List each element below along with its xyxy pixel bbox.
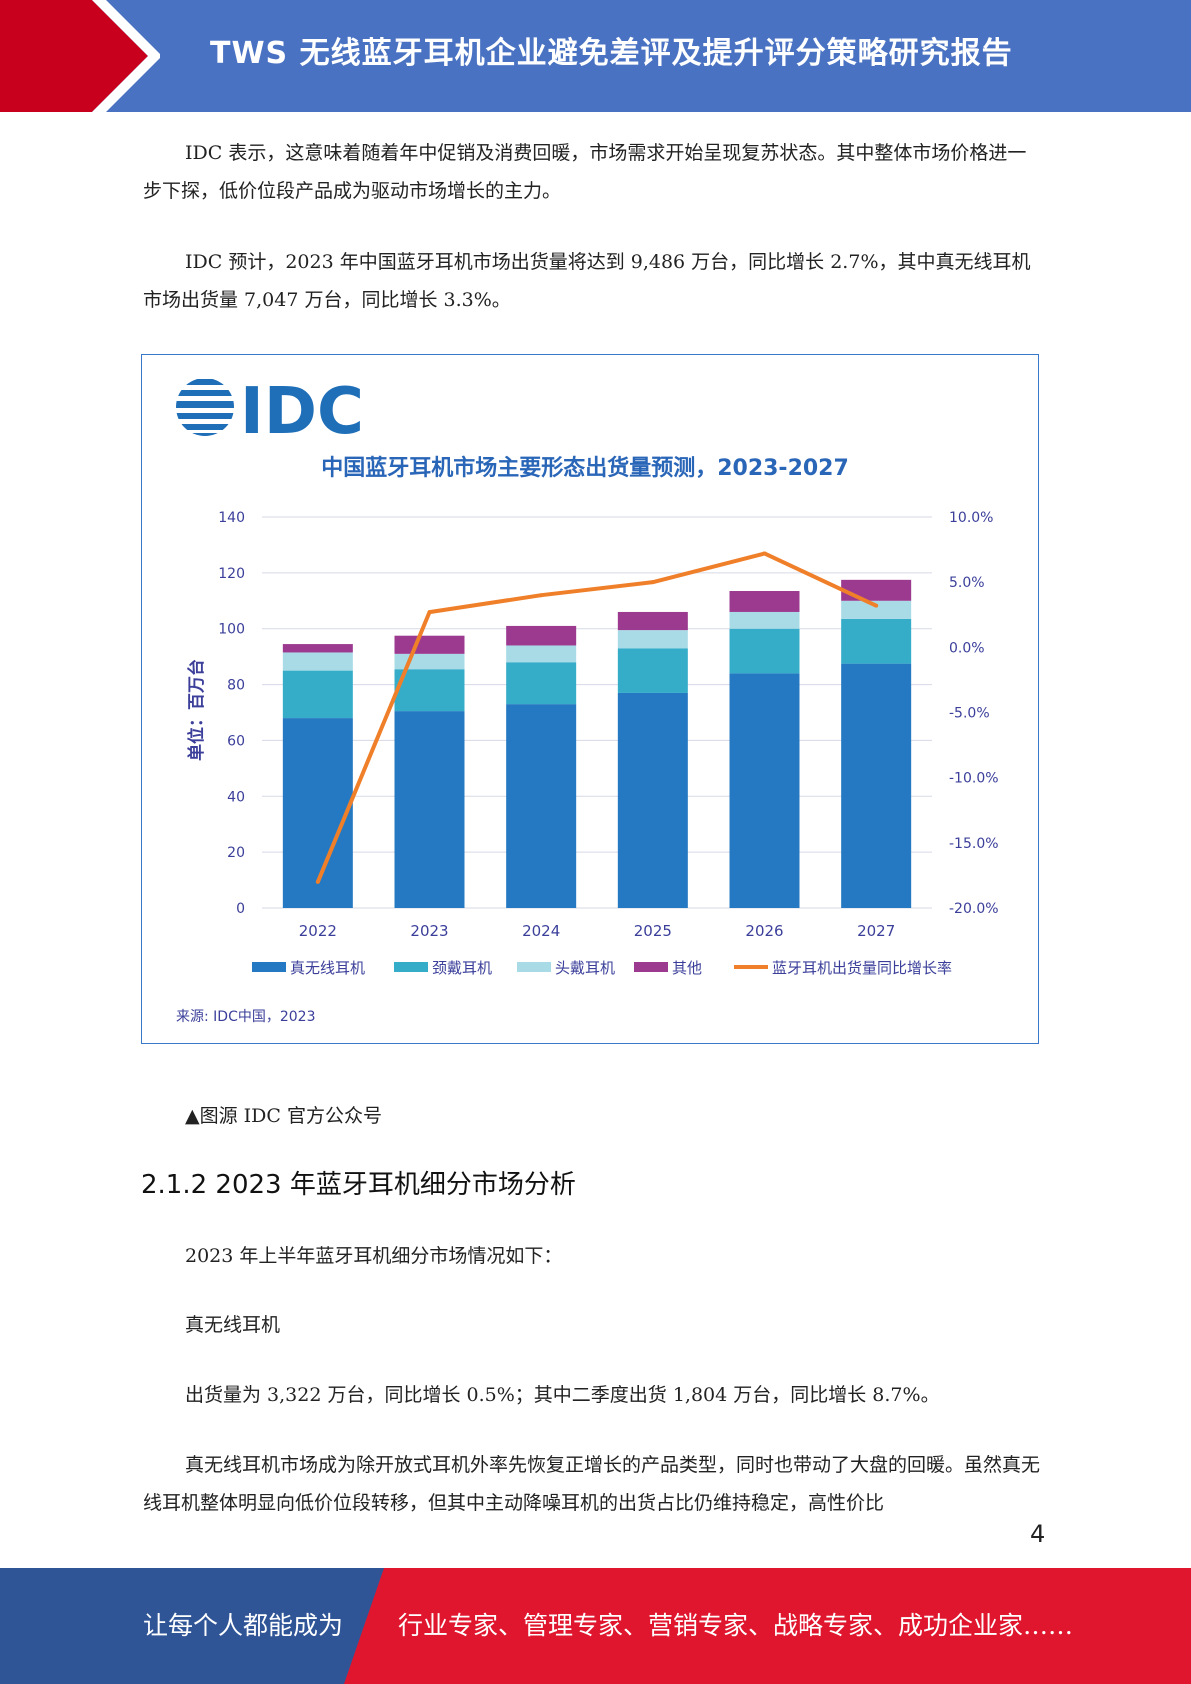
legend-swatch	[517, 962, 551, 972]
paragraph-idc-statement: IDC 表示，这意味着随着年中促销及消费回暖，市场需求开始呈现复苏状态。其中整体…	[143, 142, 1027, 202]
idc-logo-text: IDC	[240, 375, 364, 449]
legend-swatch	[252, 962, 286, 972]
y-tick-label: 80	[227, 678, 245, 694]
y-tick-label: 120	[218, 566, 245, 582]
bar-segment	[841, 600, 912, 619]
x-tick-label: 2026	[745, 922, 783, 940]
globe-icon	[176, 379, 234, 436]
bar-segment	[282, 718, 353, 908]
body-subhead: 真无线耳机	[185, 1314, 281, 1336]
page-header: TWS 无线蓝牙耳机企业避免差评及提升评分策略研究报告	[0, 0, 1191, 112]
growth-rate-point	[874, 603, 879, 608]
legend-label: 颈戴耳机	[432, 959, 492, 977]
bar-segment	[729, 611, 800, 629]
chart-svg: IDC 中国蓝牙耳机市场主要形态出货量预测，2023-2027 0 20 40 60 8…	[176, 375, 999, 1025]
chart-gridlines	[262, 516, 932, 909]
y-tick-label: 100	[218, 622, 245, 638]
bar-segment	[617, 630, 688, 649]
bar-segment	[841, 663, 912, 908]
legend-swatch	[634, 962, 668, 972]
legend-label: 头戴耳机	[555, 959, 615, 977]
y-tick-label: 0	[236, 901, 245, 917]
page-number: 4	[1030, 1520, 1046, 1548]
growth-rate-line-group	[315, 551, 879, 884]
x-tick-label: 2022	[299, 922, 337, 940]
y2-tick-label: -10.0%	[949, 771, 999, 787]
bar-segment	[841, 579, 912, 601]
header-arrow-decoration	[0, 0, 160, 112]
bar-segment	[729, 673, 800, 908]
section-heading: 2.1.2 2023 年蓝牙耳机细分市场分析	[141, 1170, 576, 1200]
bar-segment	[506, 625, 577, 646]
paragraph-idc-forecast: IDC 预计，2023 年中国蓝牙耳机市场出货量将达到 9,486 万台，同比增…	[143, 251, 1031, 311]
y2-tick-label: 10.0%	[949, 510, 993, 526]
bar-segment	[729, 591, 800, 612]
y-axis-ticks: 0 20 40 60 80 100 120 140	[218, 510, 245, 917]
y2-tick-label: -5.0%	[949, 706, 990, 722]
chart-source: 来源: IDC中国，2023	[176, 1009, 315, 1025]
legend-label: 蓝牙耳机出货量同比增长率	[772, 959, 952, 977]
growth-rate-point	[315, 879, 320, 884]
body-shipment: 出货量为 3,322 万台，同比增长 0.5%；其中二季度出货 1,804 万台…	[185, 1384, 940, 1406]
header-title: TWS 无线蓝牙耳机企业避免差评及提升评分策略研究报告	[210, 36, 1013, 71]
bar-segment	[394, 669, 465, 712]
legend-swatch	[394, 962, 428, 972]
chart-title: 中国蓝牙耳机市场主要形态出货量预测，2023-2027	[321, 455, 849, 481]
bar-segment	[394, 711, 465, 908]
y-tick-label: 140	[218, 510, 245, 526]
chart-bars	[282, 579, 912, 908]
chart-legend: 真无线耳机 颈戴耳机 头戴耳机 其他 蓝牙耳机出货量同比增长率	[252, 959, 952, 977]
growth-rate-line	[315, 551, 878, 883]
bar-segment	[617, 648, 688, 693]
bar-segment	[282, 644, 353, 653]
legend-label: 真无线耳机	[290, 959, 365, 977]
bar-segment	[506, 645, 577, 663]
legend-label: 其他	[672, 959, 702, 977]
bar-segment	[617, 611, 688, 631]
bar-segment	[729, 628, 800, 674]
bar-segment	[617, 692, 688, 908]
bar-segment	[394, 635, 465, 654]
x-tick-label: 2027	[857, 922, 895, 940]
bar-segment	[282, 652, 353, 671]
footer-slogan-left: 让每个人都能成为	[143, 1611, 344, 1640]
x-tick-label: 2023	[410, 922, 448, 940]
idc-chart-figure: IDC 中国蓝牙耳机市场主要形态出货量预测，2023-2027 0 20 40 60 8…	[141, 354, 1039, 1044]
bar-segment	[282, 670, 353, 719]
paragraph-analysis: 真无线耳机市场成为除开放式耳机外率先恢复正增长的产品类型，同时也带动了大盘的回暖…	[143, 1454, 1041, 1514]
y2-tick-label: 0.0%	[949, 640, 985, 656]
body-intro: 2023 年上半年蓝牙耳机细分市场情况如下：	[185, 1245, 563, 1267]
y2-axis-ticks: -20.0% -15.0% -10.0% -5.0% 0.0% 5.0% 10.0%	[949, 510, 999, 917]
growth-rate-point	[650, 580, 655, 585]
growth-rate-point	[427, 610, 432, 615]
bar-segment	[506, 704, 577, 908]
y2-tick-label: -15.0%	[949, 836, 999, 852]
y-tick-label: 40	[227, 789, 245, 805]
x-tick-label: 2025	[634, 922, 672, 940]
y-axis-label: 单位：百万台	[186, 659, 207, 761]
x-tick-label: 2024	[522, 922, 560, 940]
y2-tick-label: -20.0%	[949, 901, 999, 917]
growth-rate-point	[539, 593, 544, 598]
footer-background	[0, 1568, 1191, 1684]
idc-logo: IDC	[176, 375, 364, 449]
footer-slogan-right: 行业专家、管理专家、营销专家、战略专家、成功企业家……	[398, 1611, 1074, 1640]
y2-tick-label: 5.0%	[949, 575, 985, 591]
y-tick-label: 60	[227, 733, 245, 749]
bar-segment	[506, 662, 577, 705]
y-tick-label: 20	[227, 845, 245, 861]
page-footer: 让每个人都能成为 行业专家、管理专家、营销专家、战略专家、成功企业家……	[0, 1568, 1191, 1684]
growth-rate-point	[762, 551, 767, 556]
bar-segment	[841, 618, 912, 664]
x-axis-ticks: 2022 2023 2024 2025 2026 2027	[299, 922, 896, 940]
figure-caption: ▲图源 IDC 官方公众号	[185, 1105, 382, 1127]
